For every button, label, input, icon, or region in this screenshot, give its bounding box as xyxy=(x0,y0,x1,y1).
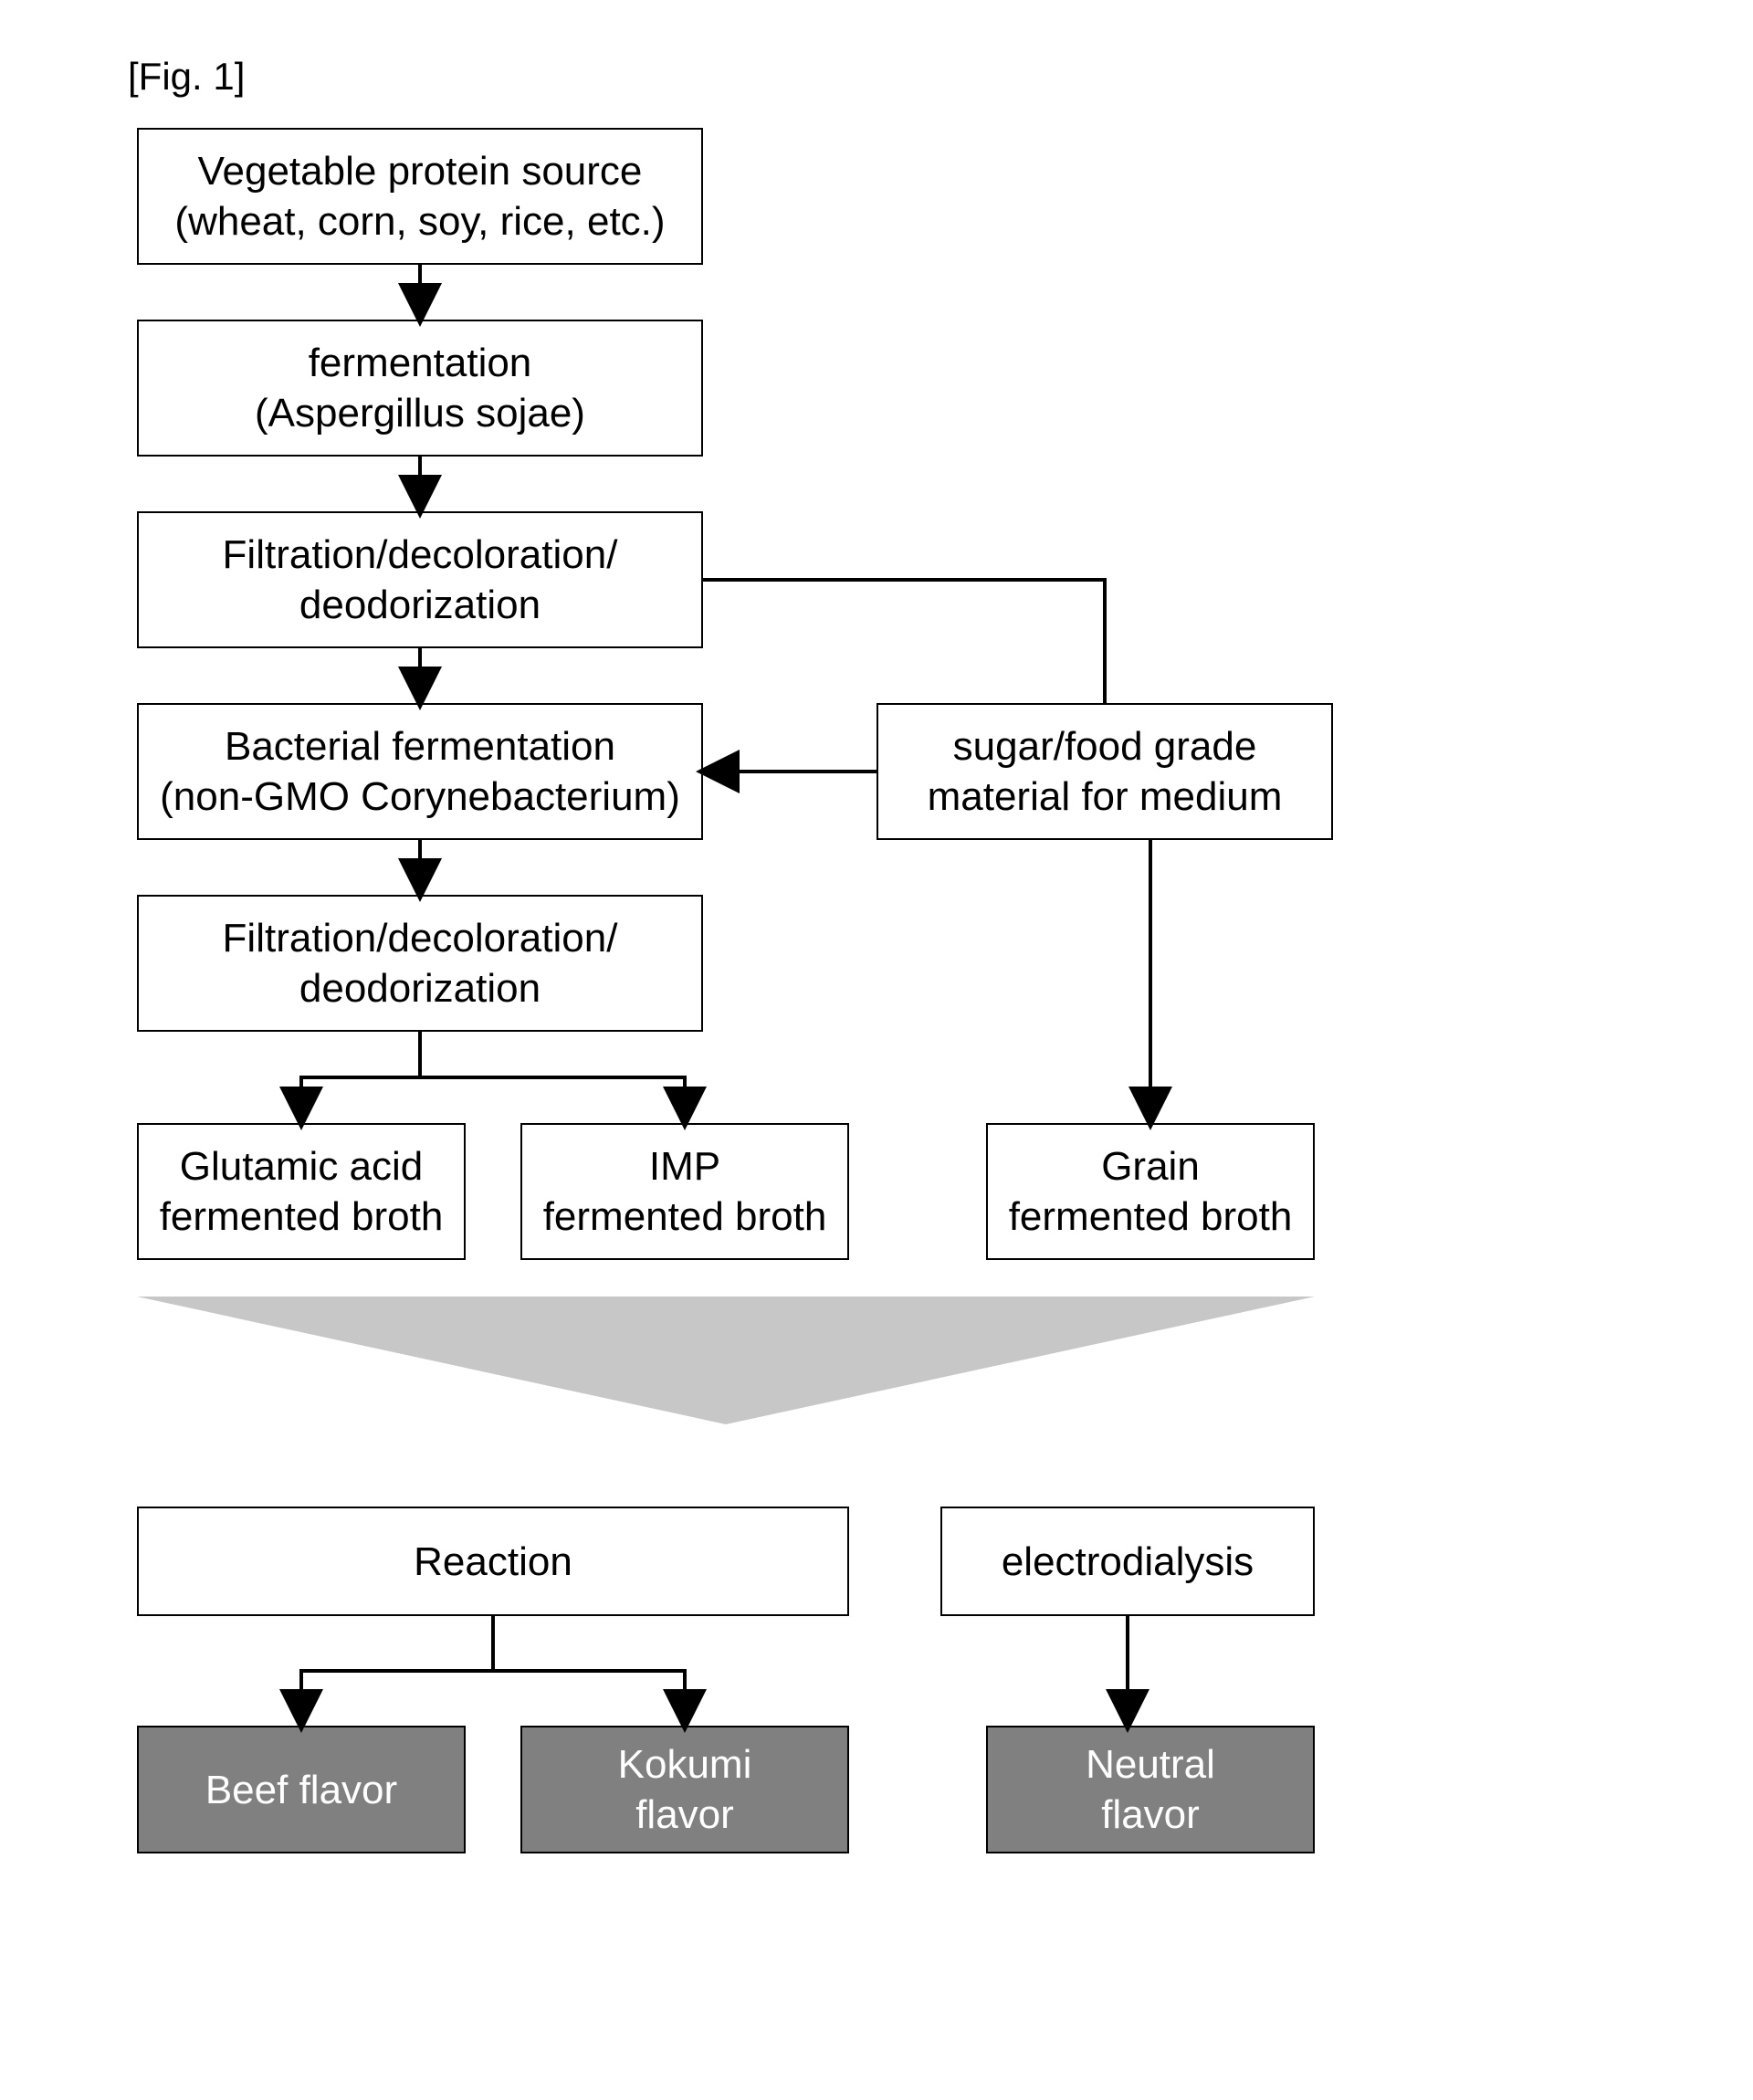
node-text: Filtration/decoloration/ xyxy=(223,532,618,577)
node-text: Vegetable protein source xyxy=(198,149,643,194)
node-text: material for medium xyxy=(928,774,1283,819)
node-neutral-flavor: Neutral flavor xyxy=(986,1726,1315,1853)
node-text: deodorization xyxy=(299,583,541,627)
node-text: electrodialysis xyxy=(1002,1537,1254,1587)
node-grain-broth: Grain fermented broth xyxy=(986,1123,1315,1260)
node-text: fermented broth xyxy=(1009,1194,1293,1239)
node-glutamic-broth: Glutamic acid fermented broth xyxy=(137,1123,466,1260)
node-imp-broth: IMP fermented broth xyxy=(520,1123,849,1260)
node-kokumi-flavor: Kokumi flavor xyxy=(520,1726,849,1853)
diagram-canvas: [Fig. 1] Vegetable protein source (wheat… xyxy=(128,55,1552,2027)
node-reaction: Reaction xyxy=(137,1507,849,1616)
node-text: fermented broth xyxy=(543,1194,827,1239)
node-fermentation-aspergillus: fermentation (Aspergillus sojae) xyxy=(137,320,703,457)
node-text: fermented broth xyxy=(160,1194,444,1239)
node-filtration-1: Filtration/decoloration/ deodorization xyxy=(137,511,703,648)
node-text: Grain xyxy=(1101,1144,1200,1189)
node-text: (Aspergillus sojae) xyxy=(255,391,585,436)
node-beef-flavor: Beef flavor xyxy=(137,1726,466,1853)
node-text: Bacterial fermentation xyxy=(225,724,615,769)
node-text: (wheat, corn, soy, rice, etc.) xyxy=(174,199,665,244)
node-text: Neutral xyxy=(1086,1742,1215,1787)
node-filtration-2: Filtration/decoloration/ deodorization xyxy=(137,895,703,1032)
node-sugar-medium: sugar/food grade material for medium xyxy=(876,703,1333,840)
node-text: Kokumi xyxy=(618,1742,752,1787)
node-text: (non-GMO Corynebacterium) xyxy=(160,774,680,819)
figure-label: [Fig. 1] xyxy=(128,55,245,99)
node-text: flavor xyxy=(635,1792,734,1837)
node-text: fermentation xyxy=(309,341,532,385)
node-vegetable-protein: Vegetable protein source (wheat, corn, s… xyxy=(137,128,703,265)
node-text: Filtration/decoloration/ xyxy=(223,916,618,961)
node-text: Reaction xyxy=(414,1537,572,1587)
node-text: IMP xyxy=(649,1144,720,1189)
node-text: flavor xyxy=(1101,1792,1200,1837)
node-text: sugar/food grade xyxy=(953,724,1257,769)
node-text: deodorization xyxy=(299,966,541,1011)
node-electrodialysis: electrodialysis xyxy=(940,1507,1315,1616)
node-text: Beef flavor xyxy=(205,1765,397,1815)
node-text: Glutamic acid xyxy=(180,1144,424,1189)
node-bacterial-fermentation: Bacterial fermentation (non-GMO Coryneba… xyxy=(137,703,703,840)
